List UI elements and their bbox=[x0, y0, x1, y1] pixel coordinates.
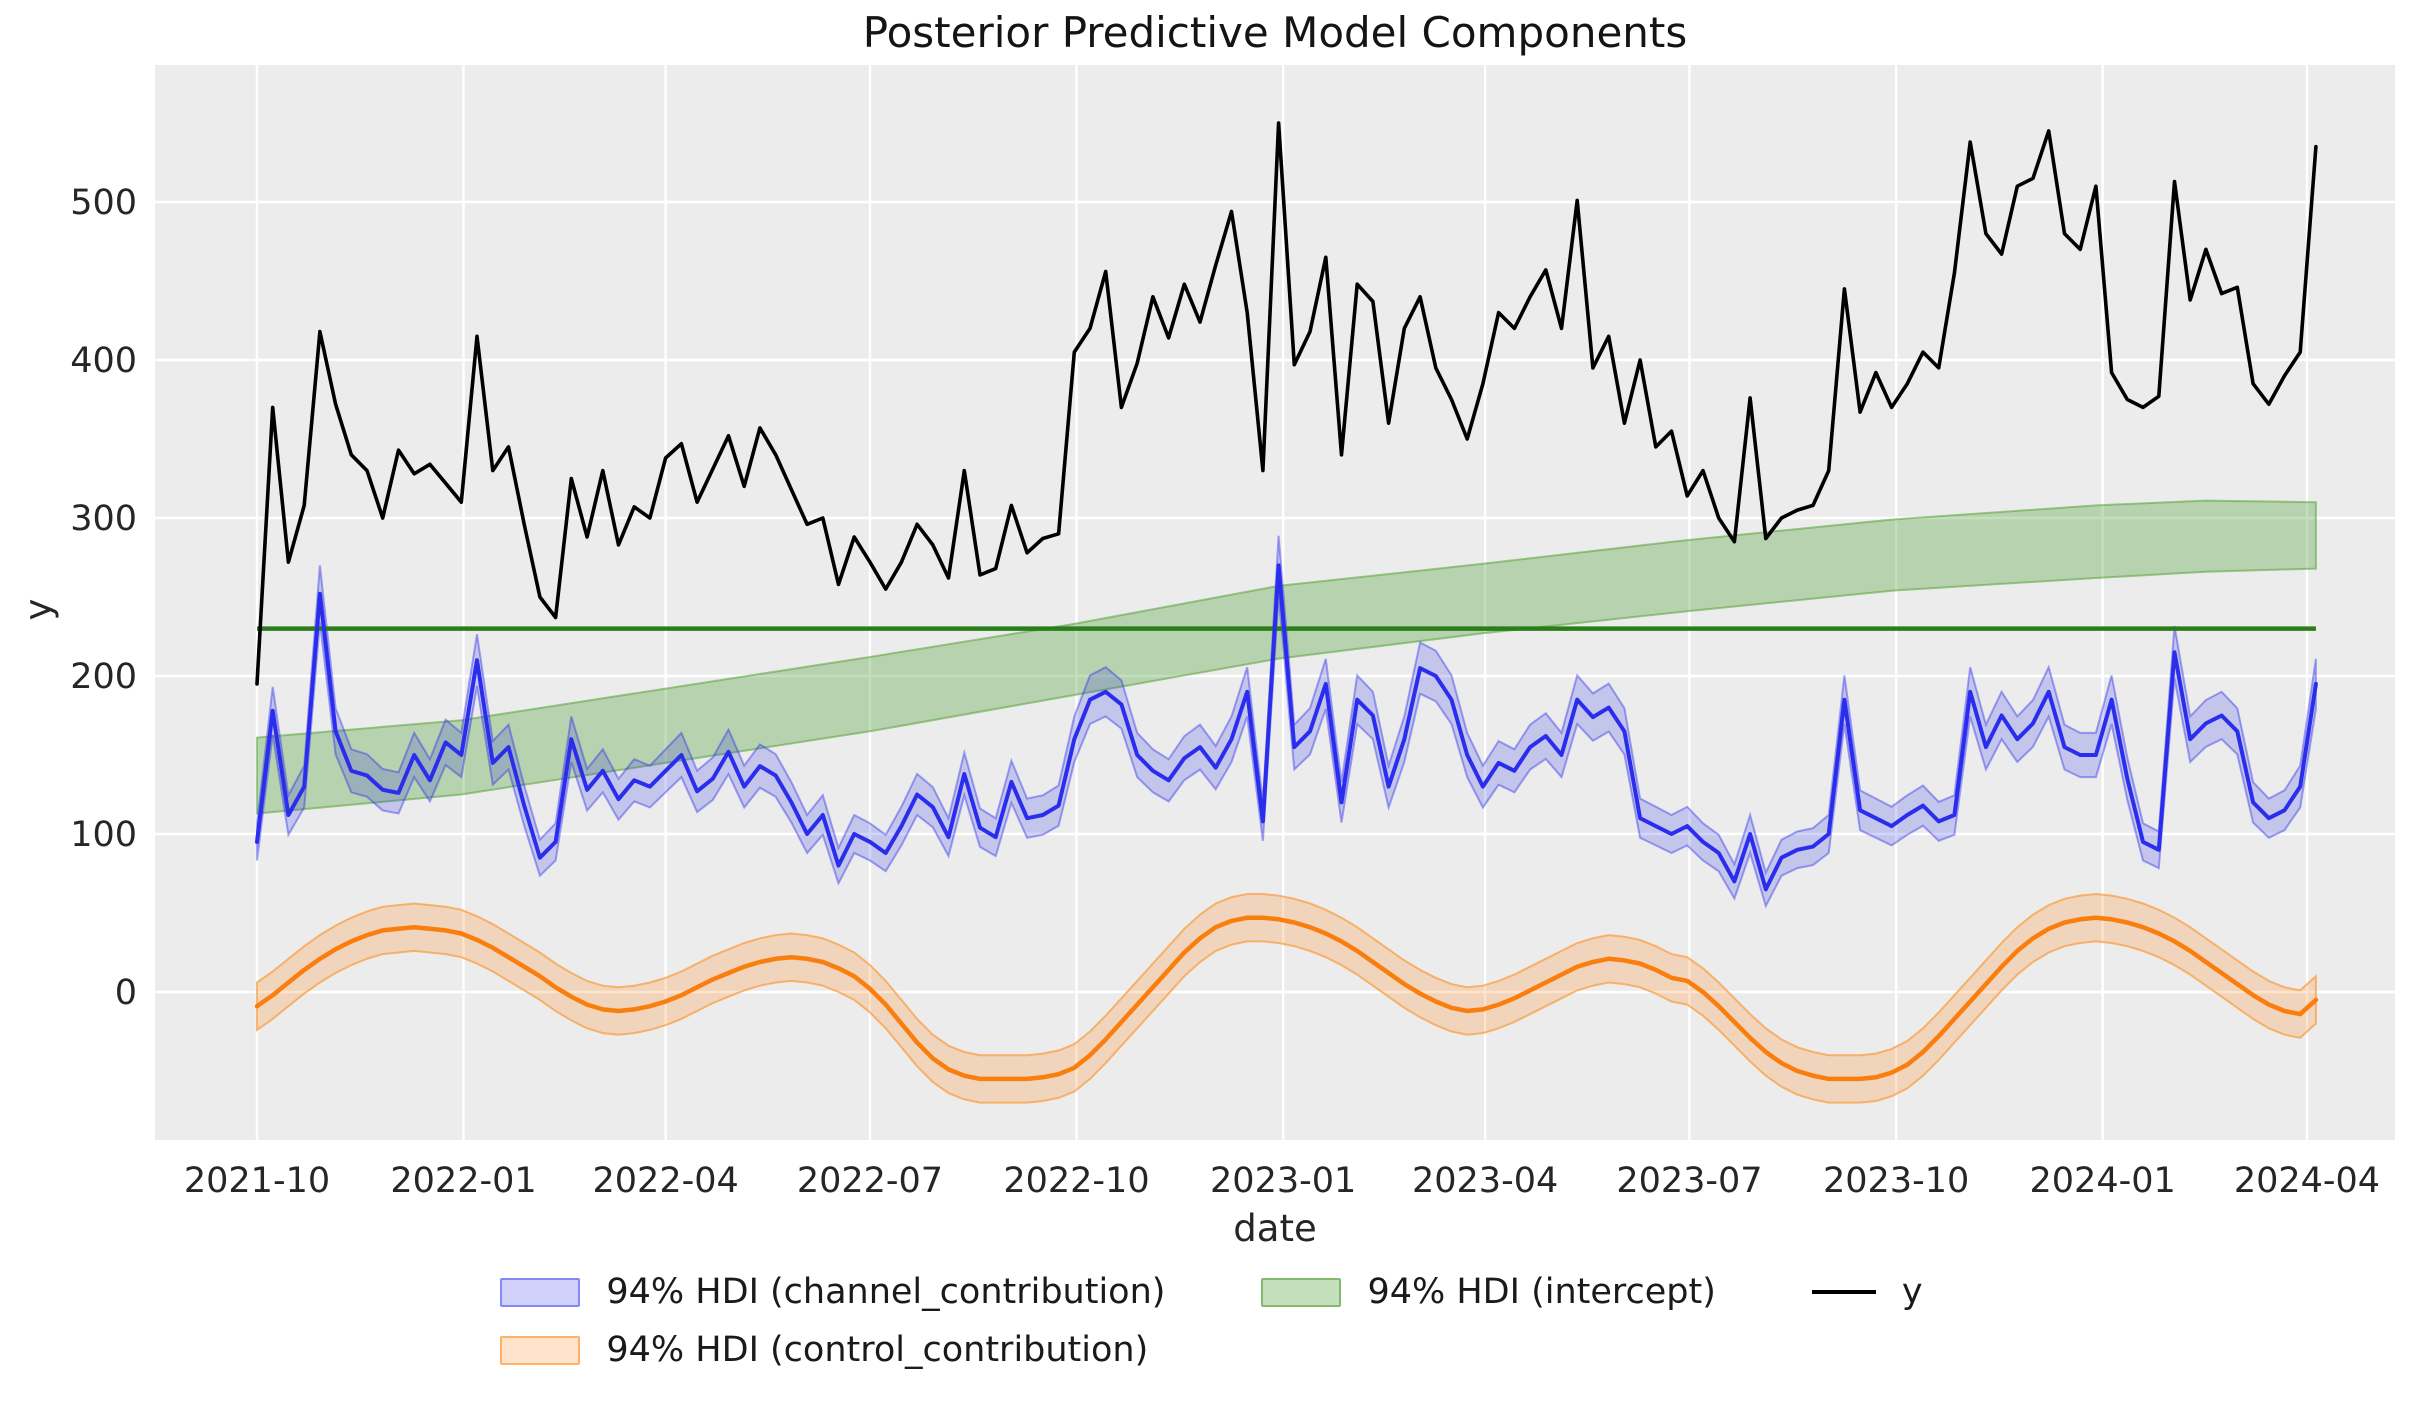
x-tick-label: 2022-04 bbox=[593, 1161, 739, 1201]
control-hdi-swatch bbox=[500, 1335, 581, 1365]
y-tick-label: 500 bbox=[70, 183, 137, 223]
x-tick-label: 2022-01 bbox=[390, 1161, 536, 1201]
legend-label-channel-hdi: 94% HDI (channel_contribution) bbox=[606, 1272, 1166, 1312]
control-mean-line bbox=[254, 915, 2319, 1082]
y-axis-label: y bbox=[16, 598, 60, 621]
y-tick-label: 300 bbox=[70, 499, 137, 539]
y-observed-line bbox=[255, 121, 2318, 686]
x-tick-label: 2023-01 bbox=[1210, 1161, 1356, 1201]
x-tick-label: 2023-10 bbox=[1823, 1161, 1969, 1201]
x-tick-label: 2023-04 bbox=[1412, 1161, 1558, 1201]
intercept-hdi-swatch bbox=[1261, 1277, 1342, 1307]
legend: 94% HDI (channel_contribution) 94% HDI (… bbox=[0, 1272, 2423, 1370]
y-tick-label: 200 bbox=[70, 657, 137, 697]
y-tick-label: 400 bbox=[70, 341, 137, 381]
x-tick-label: 2022-10 bbox=[1003, 1161, 1149, 1201]
control-hdi-band bbox=[256, 892, 2317, 1104]
x-tick-label: 2023-07 bbox=[1616, 1161, 1762, 1201]
gridlines bbox=[155, 65, 2395, 1140]
legend-label-control-hdi: 94% HDI (control_contribution) bbox=[606, 1330, 1149, 1370]
y-line-swatch bbox=[1811, 1290, 1876, 1294]
y-tick-label: 0 bbox=[115, 973, 137, 1013]
chart-title: Posterior Predictive Model Components bbox=[862, 8, 1688, 57]
x-axis-label: date bbox=[1233, 1207, 1317, 1250]
legend-item-y: y bbox=[1811, 1272, 1923, 1312]
series-lines bbox=[254, 121, 2319, 1082]
x-tick-label: 2021-10 bbox=[184, 1161, 330, 1201]
legend-inner: 94% HDI (channel_contribution) 94% HDI (… bbox=[500, 1272, 1923, 1370]
legend-label-intercept-hdi: 94% HDI (intercept) bbox=[1367, 1272, 1716, 1312]
y-tick-label: 100 bbox=[70, 815, 137, 855]
channel-mean-line bbox=[255, 563, 2318, 892]
legend-label-y: y bbox=[1901, 1272, 1923, 1312]
x-tick-label: 2022-07 bbox=[797, 1161, 943, 1201]
channel-hdi-band bbox=[256, 535, 2317, 909]
x-tick-label: 2024-01 bbox=[2030, 1161, 2176, 1201]
legend-row-1: 94% HDI (channel_contribution) 94% HDI (… bbox=[500, 1272, 1923, 1312]
legend-item-control-hdi: 94% HDI (control_contribution) bbox=[500, 1330, 1148, 1370]
tick-labels: 0 100 200 300 400 500 2021-10 2022-01 2022-04 202… bbox=[70, 183, 2380, 1201]
x-tick-label: 2024-04 bbox=[2234, 1161, 2380, 1201]
legend-item-channel-hdi: 94% HDI (channel_contribution) bbox=[500, 1272, 1165, 1312]
legend-row-2: 94% HDI (control_contribution) bbox=[500, 1330, 1148, 1370]
legend-item-intercept-hdi: 94% HDI (intercept) bbox=[1261, 1272, 1716, 1312]
channel-hdi-swatch bbox=[500, 1277, 581, 1307]
